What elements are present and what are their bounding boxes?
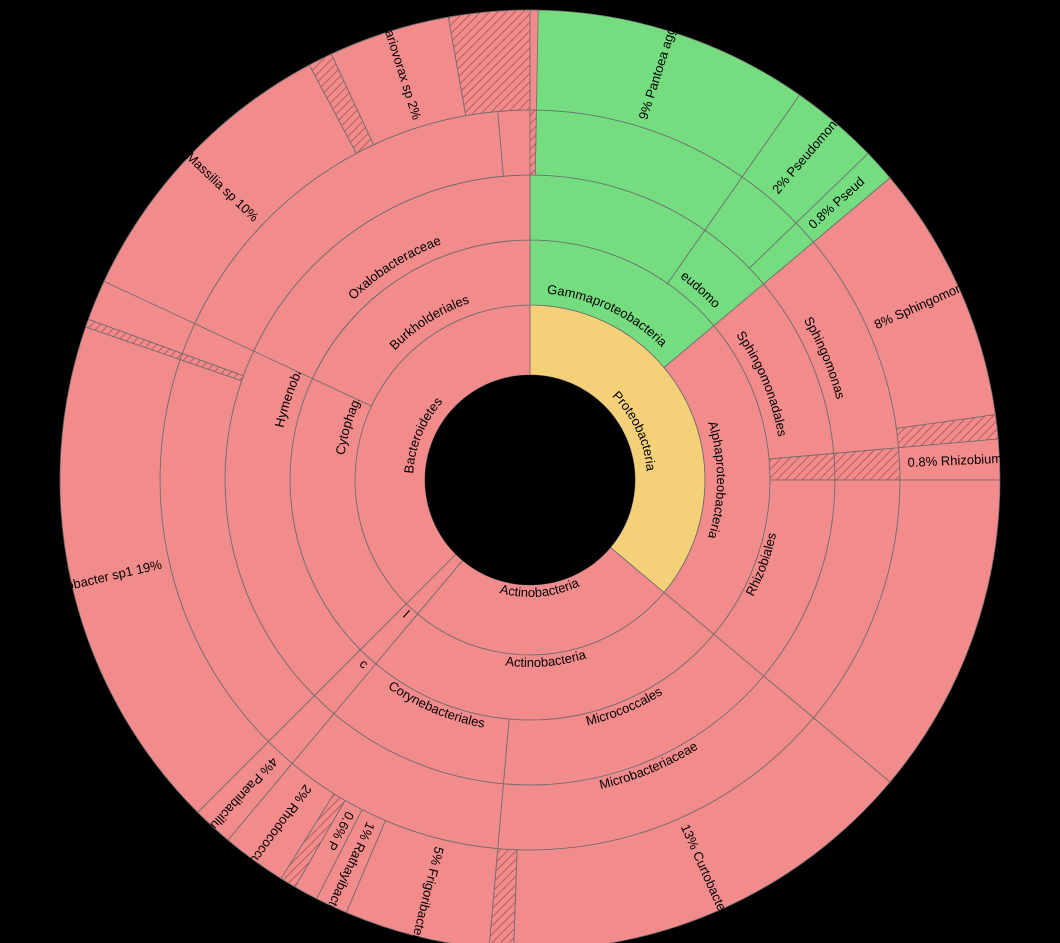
sunburst-segment[interactable]: [498, 110, 530, 176]
sunburst-segment[interactable]: [834, 448, 900, 480]
sunburst-chart: ProteobacteriaActinobacteriaBacteroidete…: [0, 0, 1060, 943]
sunburst-center-hole: [425, 375, 635, 585]
